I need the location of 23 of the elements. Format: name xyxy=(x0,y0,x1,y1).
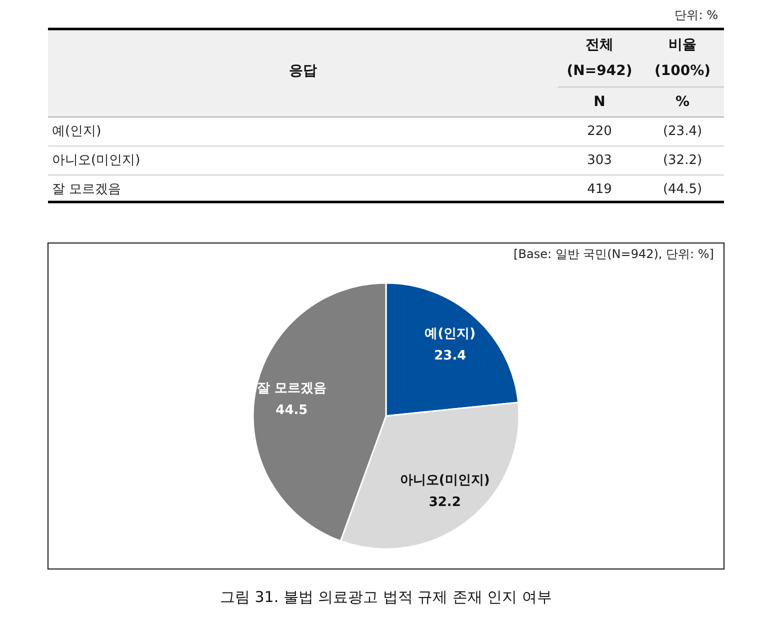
slice-label: 예(인지) xyxy=(424,326,476,342)
data-label: 419 xyxy=(587,182,612,197)
data-label: 23.4 xyxy=(434,348,466,364)
data-label: 220 xyxy=(587,124,612,139)
data-label: (32.2) xyxy=(662,153,702,168)
data-label: 32.2 xyxy=(428,495,461,510)
text: 비율 (100%) xyxy=(654,37,711,79)
slice-label: 아니오(미인지) xyxy=(400,473,490,488)
text: 응답 xyxy=(289,63,317,79)
text: % xyxy=(675,94,690,110)
text: 단위: % xyxy=(674,8,718,22)
data-label: (44.5) xyxy=(662,182,702,197)
category-label: 아니오(미인지) xyxy=(52,153,140,168)
slice-label: 잘 모르겠음 xyxy=(256,380,326,396)
category-label: 예(인지) xyxy=(52,124,102,139)
data-label: 303 xyxy=(587,153,612,168)
text: [Base: 일반 국민(N=942), 단위: %] xyxy=(514,247,714,261)
data-label: 44.5 xyxy=(276,402,308,418)
text: N xyxy=(594,94,606,110)
category-label: 잘 모르겠음 xyxy=(52,182,122,197)
data-label: (23.4) xyxy=(662,124,702,139)
text: 그림 31. 불법 의료광고 법적 규제 존재 인지 여부 xyxy=(220,588,552,606)
text: 전체 (N=942) xyxy=(566,37,632,79)
